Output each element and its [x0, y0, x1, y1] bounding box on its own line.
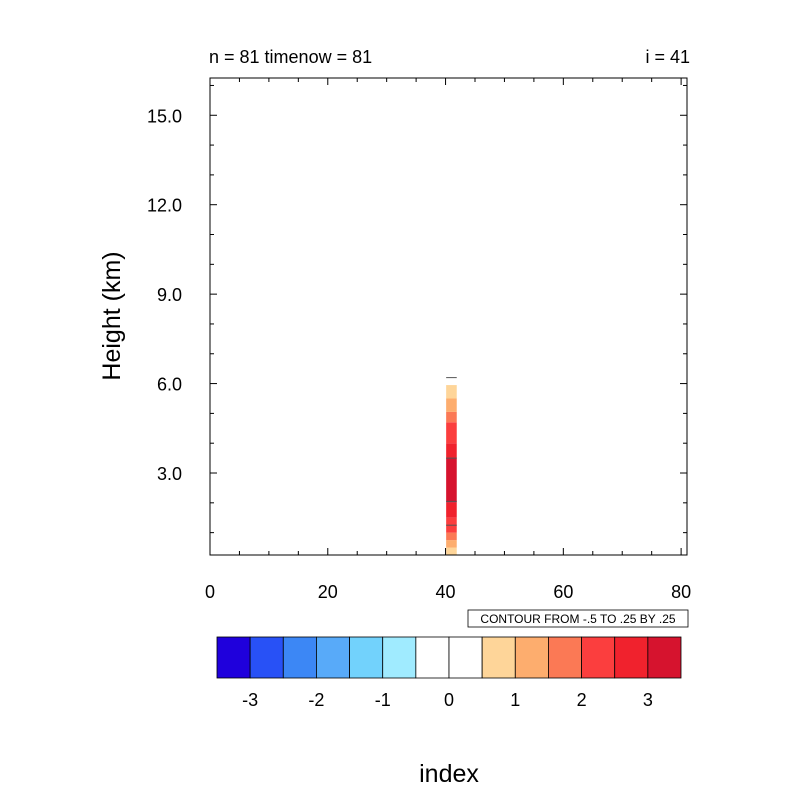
contour-cell [446, 532, 457, 541]
colorbar-label: -1 [375, 690, 391, 710]
colorbar-swatch [481, 636, 516, 679]
y-tick-label: 12.0 [147, 196, 182, 216]
contour-cell [446, 458, 457, 503]
colorbar-swatch [282, 636, 317, 679]
contour-cell [446, 443, 457, 459]
data-column [446, 385, 457, 555]
colorbar-swatch [249, 636, 284, 679]
colorbar-swatch [581, 636, 616, 679]
x-tick-label: 40 [436, 582, 456, 602]
colorbar-label: 3 [643, 690, 653, 710]
contour-info-box [467, 609, 689, 628]
colorbar-label: 2 [577, 690, 587, 710]
colorbar-swatch [548, 636, 582, 679]
colorbar-labels: -3 -2 -1 0 1 2 3 [242, 690, 653, 710]
colorbar-swatch [448, 636, 483, 679]
colorbar-swatch [514, 636, 549, 679]
colorbar-label: 0 [444, 690, 454, 710]
colorbar-swatch [415, 636, 450, 679]
contour-cell [446, 540, 457, 548]
x-tick-labels: 0 20 40 60 80 [205, 582, 691, 602]
colorbar-label: -3 [242, 690, 258, 710]
x-tick-label: 80 [671, 582, 691, 602]
x-tick-label: 0 [205, 582, 215, 602]
colorbar-swatch [647, 636, 682, 679]
colorbar-swatch [349, 636, 384, 679]
plot-frame [209, 77, 688, 556]
colorbar-label: 1 [510, 690, 520, 710]
axis-ticks [209, 78, 687, 555]
y-tick-label: 6.0 [157, 375, 182, 395]
y-tick-label: 15.0 [147, 106, 182, 126]
contour-cell [446, 422, 457, 444]
colorbar-label: -2 [308, 690, 324, 710]
contour-cell [446, 502, 457, 518]
x-tick-label: 20 [318, 582, 338, 602]
x-tick-label: 60 [553, 582, 573, 602]
contour-cell [446, 547, 457, 555]
x-axis-label: index [419, 760, 479, 788]
contour-lines [446, 377, 457, 526]
title-right: i = 41 [645, 47, 690, 67]
title-left: n = 81 timenow = 81 [209, 47, 372, 67]
colorbar-swatch [382, 636, 417, 679]
contour-info-text: CONTOUR FROM -.5 TO .25 BY .25 [480, 612, 675, 626]
contour-cell [446, 398, 457, 412]
colorbar [216, 636, 682, 679]
y-axis-label: Height (km) [98, 251, 126, 380]
colorbar-swatch [316, 636, 350, 679]
colorbar-swatch [614, 636, 649, 679]
contour-cell [446, 385, 457, 399]
y-tick-label: 9.0 [157, 285, 182, 305]
contour-cell [446, 411, 457, 423]
y-tick-labels: 3.0 6.0 9.0 12.0 15.0 [147, 106, 182, 484]
y-tick-label: 3.0 [157, 464, 182, 484]
colorbar-swatch [216, 636, 251, 679]
